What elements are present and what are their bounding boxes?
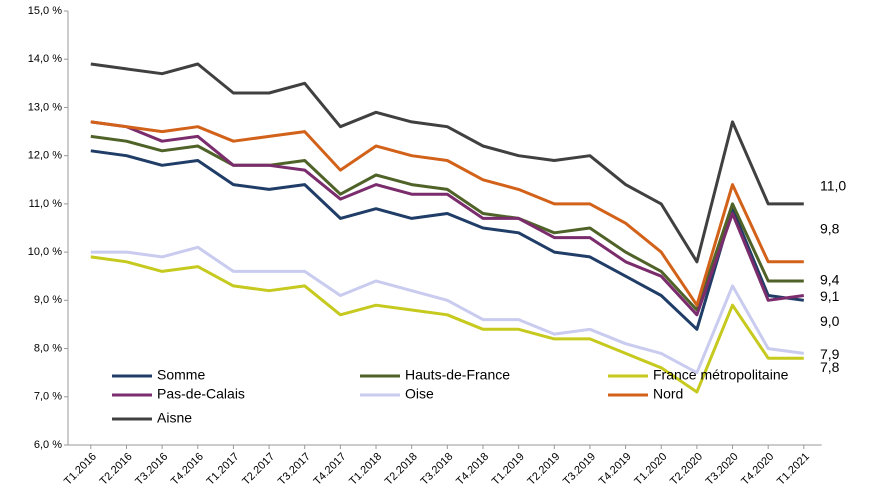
- legend-label: Somme: [157, 367, 205, 383]
- x-tick-label: T4.2016: [169, 451, 206, 488]
- x-tick-label: T1.2021: [775, 451, 812, 488]
- x-tick-label: T1.2020: [632, 451, 669, 488]
- x-tick-label: T4.2019: [597, 451, 634, 488]
- series-line: [90, 245, 805, 375]
- x-tick-label: T2.2017: [240, 451, 277, 488]
- y-tick-label: 9,0 %: [34, 294, 62, 306]
- legend-label: Nord: [653, 386, 683, 402]
- y-tick-label: 14,0 %: [28, 53, 62, 65]
- y-tick-label: 11,0 %: [29, 198, 63, 210]
- y-tick-label: 12,0 %: [28, 150, 62, 162]
- x-tick-label: T2.2016: [98, 451, 135, 488]
- value-label: 9,1: [820, 288, 840, 304]
- x-tick-label: T4.2018: [454, 451, 491, 488]
- legend-label: Aisne: [157, 410, 192, 426]
- x-tick-label: T3.2019: [561, 451, 598, 488]
- series-line: [90, 62, 804, 264]
- x-tick-label: T1.2016: [62, 451, 99, 488]
- series-line: [90, 120, 804, 307]
- x-tick-label: T3.2016: [133, 451, 170, 488]
- x-tick-label: T1.2019: [490, 451, 527, 488]
- series-line: [90, 149, 805, 331]
- value-label: 7,8: [820, 359, 840, 375]
- y-tick-label: 15,0 %: [28, 5, 62, 17]
- y-tick-label: 8,0 %: [34, 342, 62, 354]
- value-label: 9,8: [820, 220, 840, 236]
- value-label: 7,9: [820, 346, 840, 362]
- y-tick-label: 13,0 %: [28, 101, 62, 113]
- x-tick-label: T3.2020: [704, 451, 741, 488]
- legend-label: Pas-de-Calais: [157, 386, 245, 402]
- x-tick-label: T3.2018: [418, 451, 455, 488]
- value-label: 11,0: [820, 178, 846, 194]
- x-tick-label: T2.2020: [668, 451, 705, 488]
- value-label: 9,4: [820, 272, 840, 288]
- legend-label: Hauts-de-France: [405, 367, 510, 383]
- x-tick-label: T3.2017: [276, 451, 313, 488]
- legend-label: France métropolitaine: [653, 367, 789, 383]
- value-label: 9,0: [820, 313, 840, 329]
- y-tick-label: 6,0 %: [34, 439, 62, 451]
- x-tick-label: T4.2020: [739, 451, 776, 488]
- x-tick-label: T2.2019: [525, 451, 562, 488]
- x-tick-label: T1.2018: [347, 451, 384, 488]
- x-tick-label: T4.2017: [312, 451, 349, 488]
- series-line: [90, 255, 804, 394]
- legend-label: Oise: [405, 386, 434, 402]
- series-line: [90, 120, 805, 317]
- series-line: [90, 134, 804, 312]
- x-tick-label: T2.2018: [383, 451, 420, 488]
- y-tick-label: 10,0 %: [28, 246, 62, 258]
- y-tick-label: 7,0 %: [34, 391, 62, 403]
- x-tick-label: T1.2017: [205, 451, 242, 488]
